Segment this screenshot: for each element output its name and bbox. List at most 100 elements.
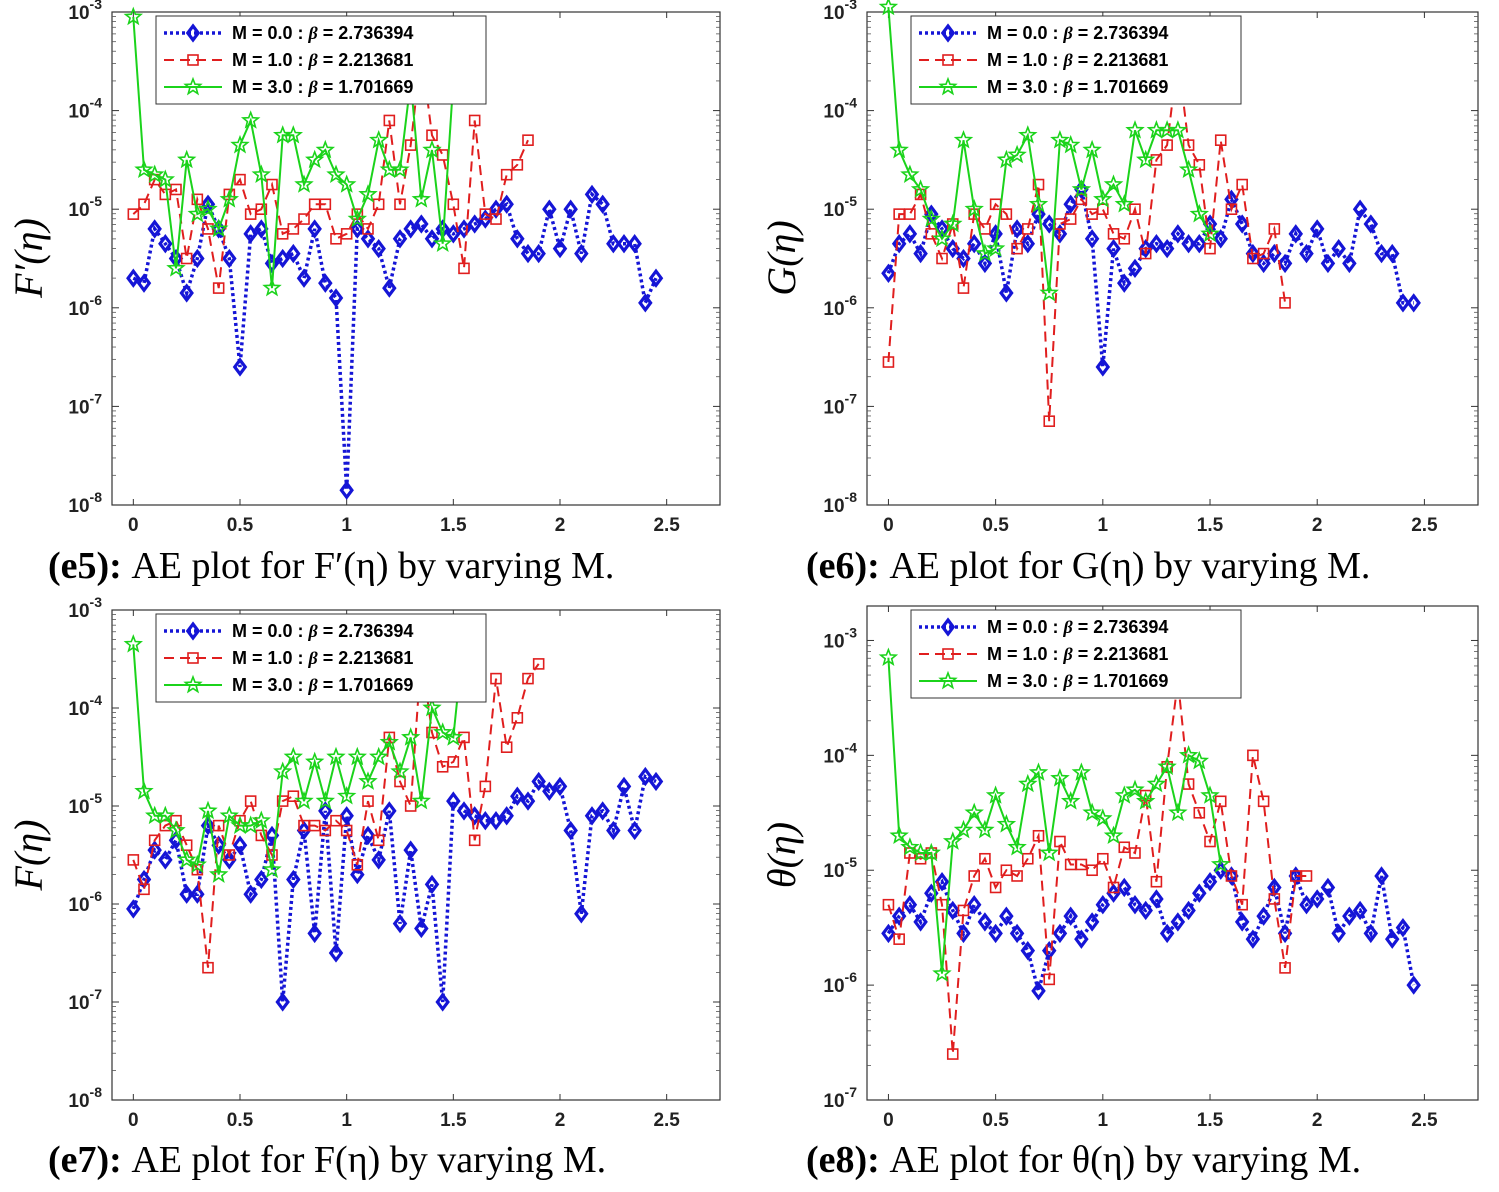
data-point	[287, 790, 300, 803]
x-tick-label: 0.5	[227, 1110, 254, 1131]
data-point	[273, 761, 293, 781]
data-point	[177, 149, 197, 169]
data-point	[382, 801, 397, 821]
data-point	[500, 741, 513, 754]
data-point	[254, 869, 269, 890]
x-tick-label: 2.5	[1411, 1110, 1438, 1131]
data-point	[1082, 139, 1102, 159]
x-tick-label: 2	[555, 515, 566, 536]
data-point	[422, 139, 442, 159]
series-m3	[123, 624, 474, 883]
y-tick-label: 10-7	[68, 986, 102, 1014]
data-point	[318, 273, 333, 293]
data-point	[447, 756, 460, 768]
data-point	[144, 164, 165, 184]
y-tick-label: 10-6	[68, 888, 102, 916]
data-point	[1331, 238, 1346, 259]
legend-box	[910, 609, 1242, 699]
data-point	[900, 164, 920, 184]
data-point	[1178, 745, 1199, 764]
data-point	[266, 178, 278, 191]
data-point	[209, 864, 229, 883]
data-point	[1309, 889, 1325, 909]
panel-e6: 0 0.5 1 1.5 2 2.5 10-8 10-7 10-6 10-5 10-4 10-3 M = …	[759, 0, 1479, 587]
panel-caption: (e7): AE plot for F(η) by varying M.	[48, 1139, 606, 1181]
data-point	[298, 213, 310, 225]
x-tick-label: 0.5	[982, 515, 1009, 536]
data-point	[1189, 750, 1210, 770]
data-point	[187, 203, 208, 223]
data-point	[1039, 282, 1059, 302]
y-tick-label: 10-8	[68, 1084, 102, 1112]
data-point	[127, 854, 140, 866]
legend-label: M = 3.0 : β = 1.701669	[987, 671, 1168, 691]
data-point	[1406, 293, 1421, 313]
data-point	[552, 238, 568, 259]
data-point	[478, 811, 493, 831]
data-point	[945, 900, 961, 921]
data-point	[358, 771, 378, 790]
data-point	[187, 854, 207, 874]
data-point	[932, 963, 952, 982]
y-tick-label: 10-4	[823, 739, 857, 767]
data-point	[1041, 214, 1057, 234]
data-point	[1342, 906, 1357, 926]
data-point	[212, 819, 225, 832]
data-point	[522, 672, 534, 685]
data-point	[351, 858, 364, 871]
data-point	[1082, 802, 1102, 822]
data-point	[921, 842, 942, 862]
x-tick-label: 2.5	[653, 515, 680, 536]
data-point	[1320, 877, 1336, 898]
data-point	[170, 814, 182, 827]
data-point	[891, 234, 907, 254]
data-point	[369, 746, 389, 766]
data-point	[1247, 749, 1259, 762]
data-point	[520, 243, 536, 264]
series-line	[132, 51, 529, 289]
panel-e8: 0 0.5 1 1.5 2 2.5 10-7 10-6 10-5 10-4 10-3 M = 0.0 …	[759, 605, 1479, 1181]
data-point	[230, 134, 250, 154]
series-m1	[882, 674, 1313, 1060]
data-point	[328, 943, 344, 963]
data-point	[1127, 895, 1143, 915]
data-point	[1161, 139, 1173, 151]
data-point	[372, 834, 385, 847]
data-point	[531, 243, 546, 264]
data-point	[902, 224, 918, 244]
y-tick-label: 10-3	[823, 0, 857, 24]
data-point	[1257, 795, 1270, 808]
data-point	[443, 727, 463, 746]
y-tick-label: 10-7	[68, 390, 102, 418]
data-point	[138, 198, 150, 211]
data-point	[1028, 194, 1049, 213]
data-point	[1159, 923, 1175, 944]
data-point	[1210, 854, 1231, 873]
data-point	[241, 815, 261, 834]
data-point	[1234, 214, 1250, 234]
data-point	[985, 785, 1006, 804]
data-point	[1181, 234, 1196, 254]
data-point	[414, 214, 429, 234]
data-point	[424, 229, 440, 249]
data-point	[1103, 174, 1124, 193]
data-point	[287, 223, 300, 235]
data-point	[347, 746, 367, 766]
data-point	[563, 199, 578, 219]
data-point	[339, 480, 354, 500]
data-point	[966, 234, 982, 254]
data-point	[490, 672, 502, 685]
data-point	[510, 229, 525, 249]
data-point	[1009, 923, 1025, 944]
data-point	[336, 174, 357, 193]
data-point	[190, 884, 205, 904]
data-point	[358, 184, 378, 203]
legend-label: M = 0.0 : β = 2.736394	[987, 617, 1168, 637]
data-point	[198, 198, 218, 218]
data-point	[170, 183, 182, 196]
data-point	[177, 849, 197, 869]
data-point	[638, 766, 653, 787]
data-point	[350, 864, 365, 885]
legend-label: M = 1.0 : β = 2.213681	[232, 648, 413, 668]
data-point	[904, 208, 916, 220]
